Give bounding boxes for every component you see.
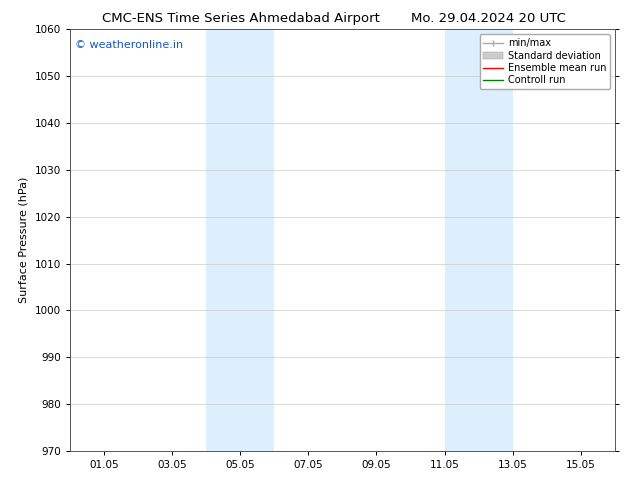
Y-axis label: Surface Pressure (hPa): Surface Pressure (hPa) [19,177,29,303]
Legend: min/max, Standard deviation, Ensemble mean run, Controll run: min/max, Standard deviation, Ensemble me… [479,34,610,89]
Bar [206,29,275,451]
Bar [444,29,513,451]
Text: Mo. 29.04.2024 20 UTC: Mo. 29.04.2024 20 UTC [411,12,566,25]
Text: © weatheronline.in: © weatheronline.in [75,40,183,50]
Text: CMC-ENS Time Series Ahmedabad Airport: CMC-ENS Time Series Ahmedabad Airport [102,12,380,25]
